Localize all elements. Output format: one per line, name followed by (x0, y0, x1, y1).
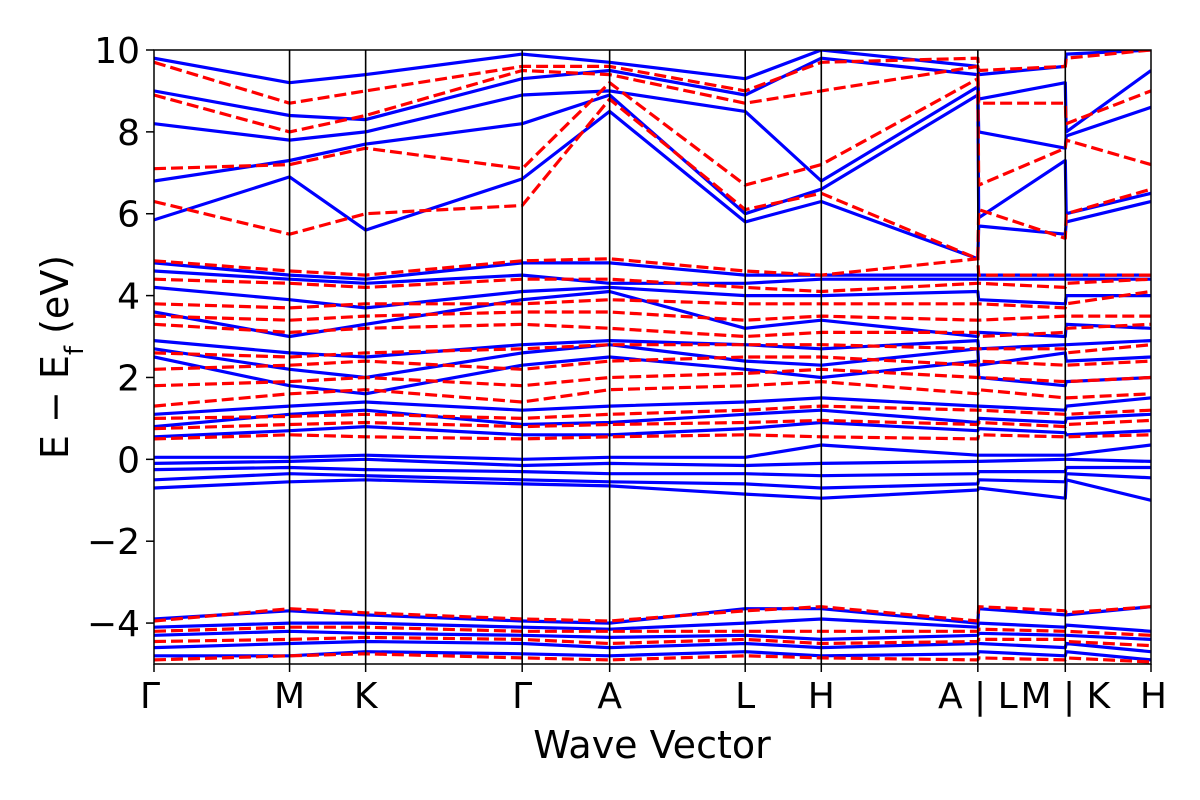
y-axis-title-unit: (eV) (33, 255, 77, 346)
y-tick-label: −4 (87, 604, 140, 645)
solid-band-12 (154, 285, 1151, 310)
dashed-band-14 (154, 64, 1151, 134)
high-symmetry-lines (288, 50, 1067, 664)
x-tick-label: A | L (938, 676, 1018, 717)
solid-band-3 (154, 457, 1151, 468)
x-tick-label: Γ (140, 676, 160, 717)
dashed-band-1 (154, 418, 1151, 431)
dashed-band-10 (154, 277, 1151, 294)
dashed-band-12 (154, 97, 1151, 261)
y-tick-label: 8 (117, 113, 140, 154)
y-axis-ticks: −4 −2 0 2 4 6 8 10 (87, 31, 154, 645)
solid-band-4 (154, 443, 1151, 461)
plot-frame (153, 49, 1152, 665)
solid-band-20 (154, 605, 1151, 625)
dashed-band-0 (154, 433, 1151, 441)
y-tick-label: −2 (87, 522, 140, 563)
dashed-band-18 (154, 635, 1151, 648)
y-tick-label: 10 (94, 31, 140, 72)
y-tick-label: 2 (117, 358, 140, 399)
dashed-band-5 (154, 355, 1151, 371)
y-tick-label: 6 (117, 195, 140, 236)
x-tick-label: K (354, 676, 379, 717)
solid-band-21 (154, 617, 1151, 633)
x-axis-title: Wave Vector (533, 723, 771, 767)
dashed-band-8 (154, 310, 1151, 322)
dashed-band-7 (154, 322, 1151, 339)
x-tick-label: L (735, 676, 755, 717)
dashed-band-19 (154, 652, 1151, 664)
x-tick-label: H (1140, 676, 1167, 717)
dashed-band-3 (154, 380, 1151, 408)
solid-band-14 (154, 261, 1151, 281)
y-tick-label: 0 (117, 440, 140, 481)
y-axis-title: E − Ef (eV) (33, 255, 90, 459)
x-tick-label: M | K (1020, 676, 1111, 717)
y-axis-title-main: E − E (33, 355, 77, 459)
x-tick-label: Γ (512, 676, 532, 717)
x-tick-label: A (597, 676, 622, 717)
x-tick-label: M (274, 676, 305, 717)
y-tick-label: 4 (117, 277, 140, 318)
x-tick-label: H (808, 676, 835, 717)
y-axis-title-subscript: f (60, 345, 90, 355)
bands-layer (154, 50, 1151, 664)
